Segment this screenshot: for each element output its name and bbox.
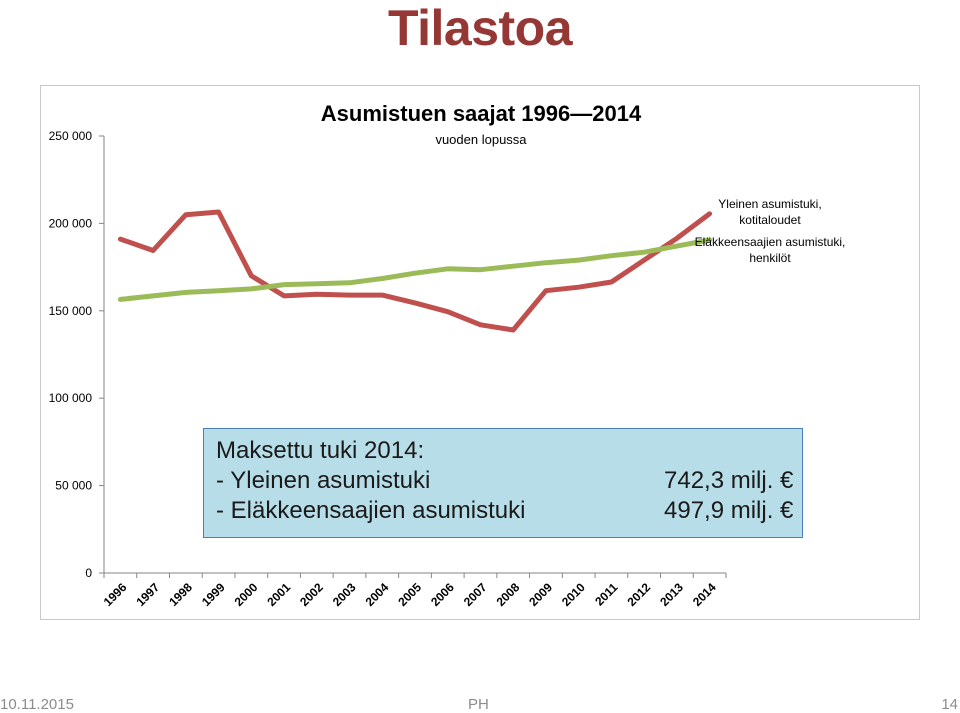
footer-page-number: 14 xyxy=(941,696,958,713)
x-tick-label: 1999 xyxy=(199,580,228,609)
x-tick-label: 2009 xyxy=(526,580,555,609)
x-tick-label: 2013 xyxy=(657,580,686,609)
series-line-general xyxy=(117,209,713,333)
note-row-value: 742,3 milj. € xyxy=(664,467,794,494)
x-tick-label: 2001 xyxy=(264,580,293,609)
x-tick-label: 2008 xyxy=(494,580,523,609)
x-tick-label: 1997 xyxy=(133,580,162,609)
x-tick-label: 2005 xyxy=(395,580,424,609)
slide-title: Tilastoa xyxy=(387,0,573,56)
y-tick-label: 150 000 xyxy=(49,304,93,318)
y-tick-label: 250 000 xyxy=(49,129,93,143)
chart-frame xyxy=(40,85,920,620)
note-row-general: - Yleinen asumistuki 742,3 milj. € xyxy=(216,466,802,496)
x-tick-label: 2011 xyxy=(592,580,621,609)
footer-author: PH xyxy=(468,696,489,713)
chart-subtitle: vuoden lopussa xyxy=(435,132,527,147)
y-tick-label: 50 000 xyxy=(55,479,92,493)
footer-date: 10.11.2015 xyxy=(0,696,74,713)
note-heading: Maksettu tuki 2014: xyxy=(216,437,425,464)
x-tick-label: 2012 xyxy=(624,580,653,609)
note-row-value: 497,9 milj. € xyxy=(664,497,794,524)
x-tick-label: 2002 xyxy=(297,580,326,609)
legend-entry: Eläkkeensaajien asumistuki, henkilöt xyxy=(695,235,846,265)
legend-entry: Yleinen asumistuki, kotitaloudet xyxy=(718,197,821,227)
x-tick-label: 2014 xyxy=(690,580,719,609)
x-tick-label: 1998 xyxy=(166,580,195,609)
chart-title: Asumistuen saajat 1996—2014 xyxy=(321,101,642,126)
series-line-pensioners xyxy=(117,237,713,302)
note-row-label: - Eläkkeensaajien asumistuki xyxy=(216,497,526,524)
x-tick-label: 2004 xyxy=(363,580,392,609)
x-tick-label: 2006 xyxy=(428,580,457,609)
note-row-pensioners: - Eläkkeensaajien asumistuki 497,9 milj.… xyxy=(216,496,802,526)
x-tick-label: 2010 xyxy=(559,580,588,609)
y-tick-label: 0 xyxy=(85,566,92,580)
y-tick-label: 200 000 xyxy=(49,216,93,230)
x-tick-label: 2000 xyxy=(232,580,261,609)
x-tick-label: 2003 xyxy=(330,580,359,609)
note-row-label: - Yleinen asumistuki xyxy=(216,467,431,494)
x-tick-label: 2007 xyxy=(461,580,490,609)
payment-note-box: Maksettu tuki 2014: - Yleinen asumistuki… xyxy=(203,428,803,538)
x-tick-label: 1996 xyxy=(101,580,130,609)
y-tick-label: 100 000 xyxy=(49,391,93,405)
